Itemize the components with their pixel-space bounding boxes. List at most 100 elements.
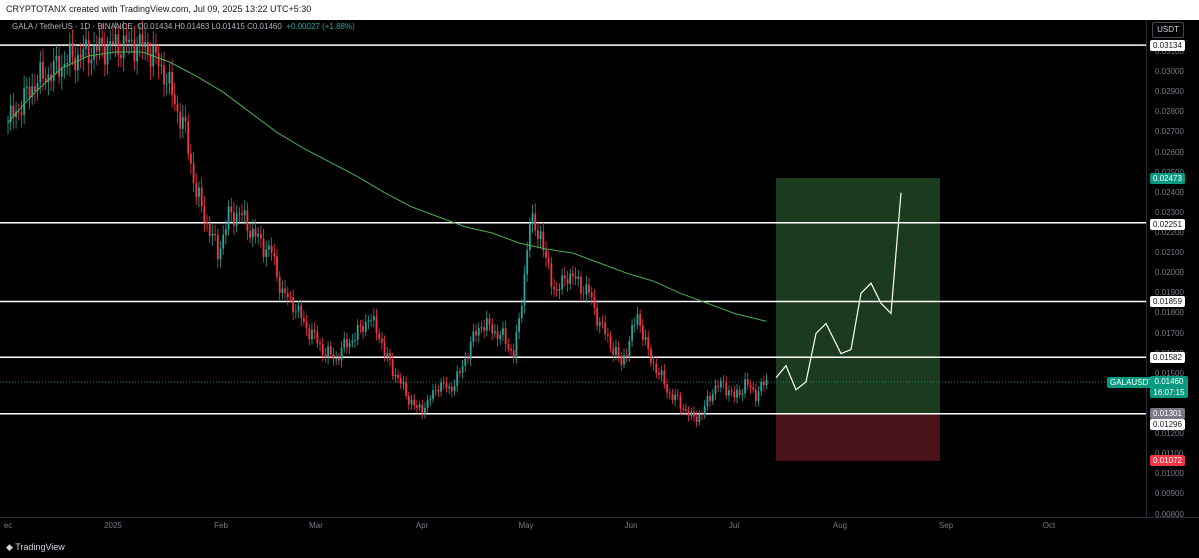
footer: ◆ TradingView <box>0 538 1199 558</box>
candle <box>47 66 50 96</box>
level-label-4: 0.01582 <box>1150 352 1185 363</box>
candle <box>580 271 582 302</box>
candle <box>658 367 660 380</box>
candle <box>224 220 227 245</box>
candle <box>141 20 144 60</box>
candle <box>601 315 604 329</box>
price-tick: 0.02500 <box>1155 168 1184 177</box>
candle <box>386 347 389 362</box>
price-scale[interactable] <box>1146 20 1199 517</box>
candle <box>281 280 284 300</box>
candle <box>483 319 486 339</box>
loss-zone[interactable] <box>776 414 940 461</box>
candle <box>356 319 359 346</box>
price-tick: 0.02700 <box>1155 127 1184 137</box>
candle <box>93 32 95 70</box>
time-label: Jun <box>624 521 638 530</box>
candle <box>582 285 585 300</box>
time-axis[interactable] <box>0 517 1199 536</box>
candle <box>539 225 542 248</box>
candle <box>590 286 593 305</box>
candle <box>60 54 63 90</box>
candle <box>588 278 590 299</box>
candle <box>493 323 496 338</box>
candle <box>128 30 130 55</box>
candle <box>620 351 623 372</box>
candle <box>370 314 373 327</box>
candle <box>736 383 738 404</box>
candle <box>480 321 483 333</box>
candle <box>752 382 755 394</box>
candle <box>335 351 338 366</box>
candle <box>615 339 617 361</box>
candle <box>313 322 316 340</box>
candle <box>432 384 434 403</box>
candle <box>163 51 165 98</box>
candle <box>254 219 257 244</box>
candle <box>321 337 324 361</box>
candle <box>553 278 555 297</box>
candle <box>453 379 456 396</box>
candle <box>68 32 71 77</box>
candle <box>518 312 520 340</box>
candle <box>585 276 588 303</box>
price-tick: 0.01800 <box>1155 308 1184 318</box>
candle <box>623 348 625 369</box>
candle <box>367 315 370 330</box>
time-label: 2025 <box>104 521 122 530</box>
candle <box>701 410 703 421</box>
candle <box>706 390 709 412</box>
candle <box>125 23 128 52</box>
candle <box>206 214 208 232</box>
candle <box>362 318 364 339</box>
candle <box>687 406 690 422</box>
candle <box>74 44 77 84</box>
candle <box>547 251 550 270</box>
symbol-title: GALA / TetherUS · 1D · BINANCE <box>12 22 133 31</box>
candle <box>488 313 491 332</box>
candle <box>359 320 362 334</box>
candle <box>85 27 87 58</box>
candle <box>286 286 289 306</box>
candle <box>211 224 214 246</box>
candle <box>106 36 109 75</box>
candle <box>609 331 612 353</box>
candle <box>136 36 139 75</box>
candle <box>558 283 561 300</box>
candle <box>292 289 295 320</box>
candle <box>184 105 187 134</box>
candle <box>563 266 566 287</box>
candle <box>305 314 308 336</box>
candle <box>251 219 254 247</box>
candle <box>383 335 386 362</box>
candle <box>682 403 685 415</box>
candle <box>636 306 639 330</box>
candle <box>187 114 190 161</box>
price-tick: 0.03000 <box>1155 67 1184 77</box>
candle <box>133 25 136 71</box>
candle <box>364 314 367 337</box>
candle <box>235 205 238 233</box>
candle <box>693 406 695 422</box>
candle <box>537 222 539 249</box>
candle <box>103 31 106 77</box>
price-tick: 0.01000 <box>1155 469 1184 479</box>
candle <box>502 321 504 342</box>
price-tick: 0.01900 <box>1155 288 1184 298</box>
candle <box>496 324 499 347</box>
candle <box>749 380 752 394</box>
time-label: Feb <box>214 521 228 530</box>
candle <box>160 53 163 75</box>
currency-selector[interactable]: USDT <box>1152 22 1184 38</box>
candle <box>23 75 26 125</box>
projection-path[interactable] <box>775 192 902 391</box>
candle <box>95 35 98 65</box>
candle <box>216 228 219 268</box>
profit-zone[interactable] <box>776 178 940 414</box>
candle <box>200 177 203 213</box>
price-chart[interactable] <box>0 20 1146 517</box>
candle <box>698 409 701 426</box>
candle <box>534 203 537 237</box>
candle <box>77 46 79 82</box>
candle <box>44 67 47 91</box>
